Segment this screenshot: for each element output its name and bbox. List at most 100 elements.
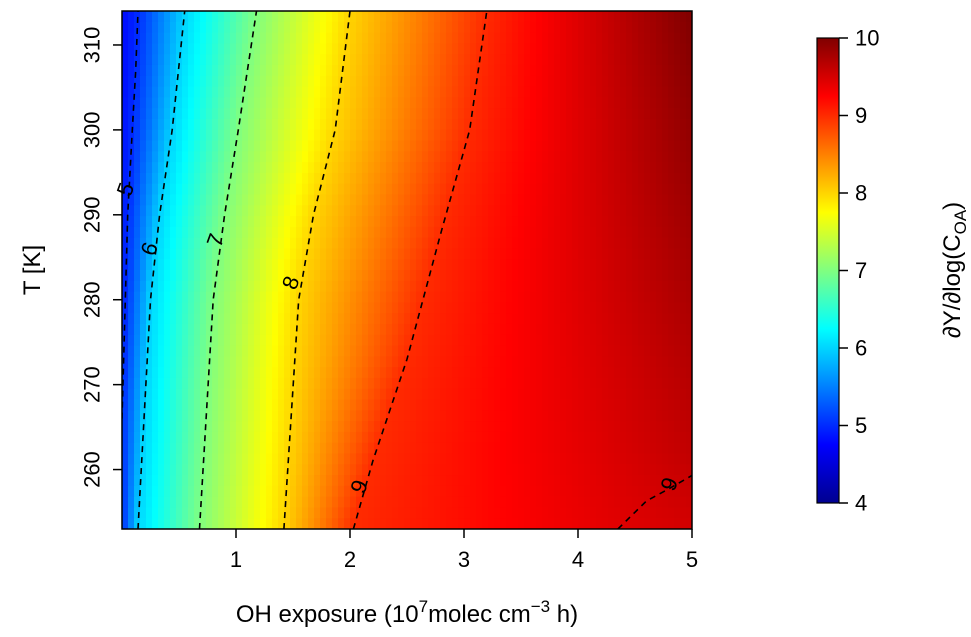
heatmap-cell [650,194,657,206]
heatmap-cell [560,507,567,519]
heatmap-cell [374,323,381,336]
heatmap-cell [446,140,453,152]
heatmap-cell [428,313,435,325]
heatmap-cell [296,75,303,88]
heatmap-cell [194,129,201,142]
heatmap-cell [266,205,273,217]
heatmap-cell [446,518,453,529]
heatmap-cell [524,97,531,109]
heatmap-cell [158,431,165,444]
heatmap-cell [458,399,465,411]
heatmap-cell [278,410,285,422]
heatmap-cell [152,118,159,131]
heatmap-cell [398,75,405,88]
heatmap-cell [632,399,639,411]
heatmap-cell [206,464,213,476]
heatmap-cell [410,54,417,66]
heatmap-cell [422,75,429,88]
heatmap-cell [170,248,177,260]
heatmap-cell [218,291,225,303]
heatmap-cell [200,431,207,444]
heatmap-cell [518,496,525,509]
heatmap-cell [668,496,675,509]
heatmap-cell [536,334,543,347]
heatmap-cell [326,226,333,239]
heatmap-cell [578,442,585,455]
heatmap-cell [680,518,687,529]
heatmap-cell [128,313,135,325]
heatmap-cell [164,507,171,519]
heatmap-cell [668,259,675,271]
heatmap-cell [188,64,195,77]
heatmap-cell [518,216,525,228]
heatmap-cell [332,302,339,314]
heatmap-cell [524,248,531,260]
heatmap-cell [422,323,429,336]
heatmap-cell [362,162,369,174]
heatmap-cell [560,205,567,217]
heatmap-cell [416,291,423,303]
heatmap-cell [188,377,195,390]
heatmap-cell [416,118,423,131]
heatmap-cell [578,377,585,390]
heatmap-cell [332,64,339,77]
heatmap-cell [170,118,177,131]
heatmap-cell [320,108,327,120]
heatmap-cell [392,518,399,529]
heatmap-cell [608,388,615,401]
heatmap-cell [356,216,363,228]
heatmap-cell [596,64,603,77]
heatmap-cell [302,442,309,455]
heatmap-cell [224,280,231,293]
heatmap-cell [584,399,591,411]
heatmap-cell [494,194,501,206]
heatmap-cell [326,172,333,185]
heatmap-cell [128,507,135,519]
heatmap-cell [566,259,573,271]
heatmap-cell [368,431,375,444]
heatmap-cell [464,21,471,34]
heatmap-cell [446,162,453,174]
heatmap-cell [314,345,321,357]
heatmap-cell [218,270,225,282]
heatmap-cell [632,291,639,303]
heatmap-cell [590,205,597,217]
heatmap-cell [560,367,567,379]
heatmap-cell [452,118,459,131]
heatmap-cell [452,129,459,142]
heatmap-cell [146,377,153,390]
heatmap-cell [458,367,465,379]
heatmap-cell [368,32,375,44]
heatmap-cell [620,237,627,250]
heatmap-cell [134,356,141,368]
heatmap-cell [380,75,387,88]
heatmap-cell [152,140,159,152]
heatmap-cell [212,421,219,433]
heatmap-cell [182,453,189,465]
heatmap-cell [188,205,195,217]
heatmap-cell [620,140,627,152]
heatmap-cell [326,464,333,476]
heatmap-cell [224,172,231,185]
heatmap-cell [452,216,459,228]
heatmap-cell [686,453,692,465]
heatmap-cell [584,291,591,303]
heatmap-cell [176,21,183,34]
heatmap-cell [512,11,519,23]
heatmap-cell [656,259,663,271]
heatmap-cell [122,453,129,465]
heatmap-cell [368,345,375,357]
heatmap-cell [152,313,159,325]
heatmap-cell [338,410,345,422]
heatmap-cell [494,226,501,239]
heatmap-cell [602,280,609,293]
heatmap-cell [206,334,213,347]
heatmap-cell [200,280,207,293]
heatmap-cell [566,108,573,120]
heatmap-cell [350,216,357,228]
heatmap-cell [332,388,339,401]
heatmap-cell [500,431,507,444]
heatmap-cell [674,194,681,206]
heatmap-cell [320,442,327,455]
heatmap-cell [356,54,363,66]
